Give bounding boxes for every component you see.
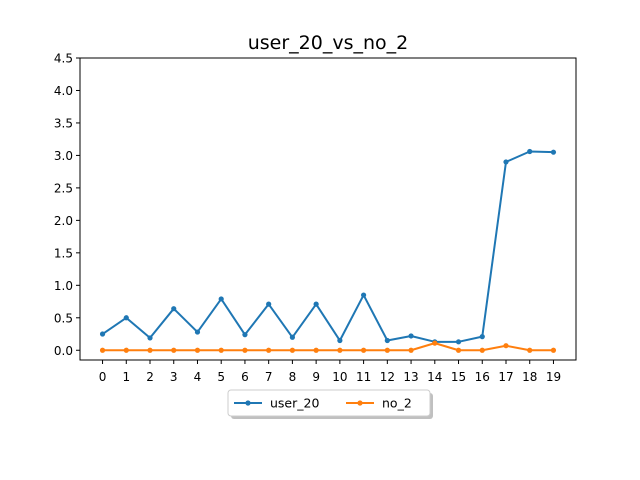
data-point — [171, 347, 177, 353]
data-point — [432, 340, 438, 346]
x-tick-label: 5 — [217, 370, 225, 384]
y-axis: 0.0 0.5 1.0 1.5 2.0 2.5 3.0 3.5 4.0 4.5 — [54, 52, 80, 358]
y-tick-label: 3.0 — [54, 149, 73, 163]
x-tick-label: 2 — [146, 370, 154, 384]
data-point — [550, 149, 557, 155]
data-point — [360, 347, 367, 353]
y-tick-label: 4.0 — [54, 84, 73, 98]
series-user_20 — [99, 148, 557, 345]
legend-label: user_20 — [270, 396, 319, 411]
data-point — [455, 339, 462, 345]
data-point — [147, 335, 153, 341]
data-point — [337, 337, 343, 344]
x-tick-label: 1 — [122, 370, 130, 384]
data-point — [218, 347, 224, 353]
data-point — [479, 347, 485, 353]
data-point — [194, 329, 201, 335]
data-point — [147, 347, 153, 353]
data-point — [266, 347, 272, 353]
legend-marker — [357, 400, 363, 406]
x-tick-label: 7 — [265, 370, 273, 384]
data-point — [242, 332, 248, 338]
data-point — [242, 347, 248, 353]
y-tick-label: 2.0 — [54, 214, 73, 228]
data-point — [266, 301, 272, 307]
data-point — [408, 333, 414, 339]
data-point — [123, 347, 129, 353]
data-point — [171, 306, 177, 312]
data-point — [550, 347, 557, 353]
data-point — [289, 347, 296, 353]
x-tick-label: 18 — [522, 370, 537, 384]
data-point — [289, 334, 296, 340]
series-no_2 — [99, 340, 557, 353]
data-point — [313, 347, 319, 353]
x-tick-label: 11 — [356, 370, 371, 384]
data-point — [455, 347, 462, 353]
y-tick-label: 3.5 — [54, 116, 73, 130]
legend-entry-no_2: no_2 — [346, 396, 412, 411]
legend: user_20 no_2 — [227, 389, 433, 419]
x-tick-label: 4 — [194, 370, 202, 384]
y-tick-label: 1.0 — [54, 279, 73, 293]
x-tick-label: 19 — [546, 370, 561, 384]
y-tick-label: 1.5 — [54, 246, 73, 260]
series-line — [102, 342, 554, 352]
data-point — [218, 296, 224, 302]
y-tick-label: 0.0 — [54, 344, 73, 358]
y-tick-label: 0.5 — [54, 311, 73, 325]
y-tick-label: 4.5 — [54, 52, 73, 66]
data-point — [503, 343, 509, 349]
x-tick-label: 17 — [498, 370, 513, 384]
data-point — [337, 347, 343, 353]
data-point — [99, 347, 106, 353]
x-tick-label: 13 — [403, 370, 418, 384]
legend-box — [227, 389, 431, 417]
data-point — [384, 337, 390, 344]
data-point — [479, 334, 485, 340]
data-point — [503, 159, 509, 165]
plot-area — [79, 57, 577, 361]
series-line — [101, 150, 554, 343]
x-tick-label: 15 — [451, 370, 466, 384]
data-point — [527, 347, 533, 353]
x-tick-label: 8 — [289, 370, 297, 384]
legend-entry-user_20: user_20 — [234, 396, 319, 411]
data-point — [384, 347, 390, 353]
data-point — [194, 347, 201, 353]
x-tick-label: 14 — [427, 370, 442, 384]
x-axis: 0 1 2 3 4 5 6 7 8 9 10 11 12 13 14 15 16 17 18 19 — [99, 360, 561, 384]
x-tick-label: 6 — [241, 370, 249, 384]
x-tick-label: 12 — [380, 370, 395, 384]
series-layer — [99, 148, 557, 353]
x-tick-label: 9 — [312, 370, 320, 384]
x-tick-label: 10 — [332, 370, 347, 384]
legend-marker — [245, 400, 251, 406]
legend-label: no_2 — [382, 396, 412, 411]
data-point — [313, 301, 319, 307]
x-tick-label: 16 — [475, 370, 490, 384]
x-tick-label: 3 — [170, 370, 178, 384]
data-point — [408, 347, 414, 353]
x-tick-label: 0 — [99, 370, 107, 384]
chart-title: user_20_vs_no_2 — [248, 32, 409, 54]
data-point — [360, 292, 367, 298]
data-point — [527, 148, 533, 155]
y-tick-label: 2.5 — [54, 181, 73, 195]
data-point — [123, 315, 129, 321]
data-point — [99, 331, 106, 337]
